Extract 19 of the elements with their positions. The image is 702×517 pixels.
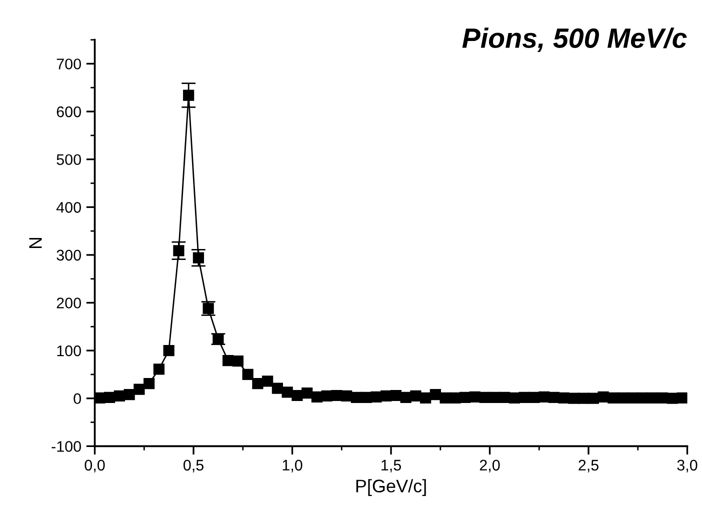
y-tick-label: -100 (52, 441, 81, 452)
y-tick-label: 400 (56, 202, 81, 213)
y-tick-label: 300 (56, 250, 81, 261)
y-tick-label: 500 (56, 154, 81, 166)
y-tick-label: 0 (74, 393, 81, 404)
y-tick-label: 100 (57, 345, 81, 356)
chart-title: Pions, 500 MeV/c (462, 28, 687, 52)
x-tick-label: 0,5 (183, 460, 204, 472)
y-tick-label: 700 (56, 58, 81, 70)
x-tick-label: 2,0 (480, 460, 500, 472)
y-tick-label: 600 (56, 106, 81, 118)
y-axis-title: N (29, 238, 42, 248)
x-tick-label: 2,5 (578, 460, 598, 472)
x-tick-label: 1,5 (382, 460, 401, 472)
x-tick-label: 1,0 (282, 460, 302, 472)
y-tick-label: 200 (56, 298, 81, 308)
x-tick-label: 0,0 (84, 460, 105, 472)
x-tick-label: 3,0 (677, 460, 698, 472)
x-axis-title: P[GeV/c] (356, 479, 426, 496)
